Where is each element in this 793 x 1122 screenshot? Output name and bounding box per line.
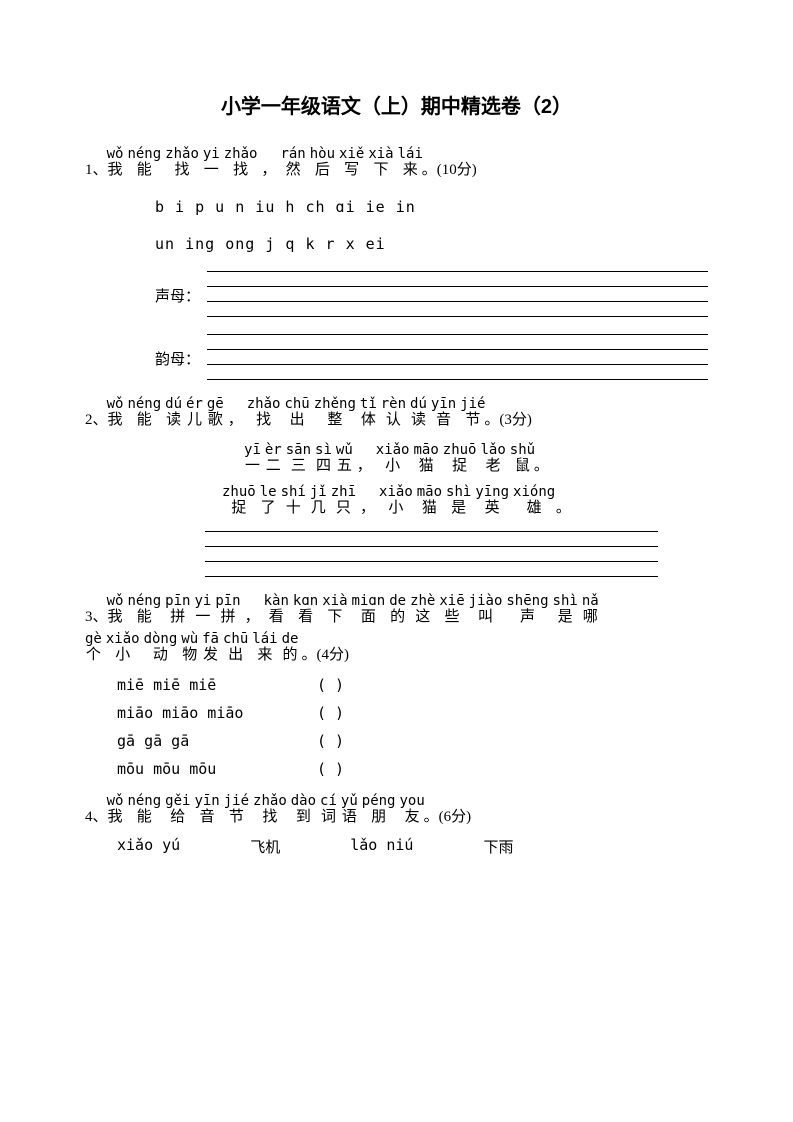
sound-item: gā gā gā( )	[117, 732, 708, 750]
sound-answer[interactable]: ( )	[317, 760, 344, 778]
q3-sounds-list: miē miē miē( ) miāo miāo miāo( ) gā gā gā(…	[85, 676, 708, 778]
label-yunmu: 韵母：	[155, 334, 207, 369]
q1-prompt: 1、我wǒ能néng找zhǎo一yi找zhǎo， 然rán后hòu写xiě下xi…	[85, 147, 477, 179]
sound-item: miē miē miē( )	[117, 676, 708, 694]
sound-answer[interactable]: ( )	[317, 732, 344, 750]
q2-poem-line2: 捉zhuō了le十shí几jǐ只zhī， 小xiǎo猫māo是shì英yīng雄…	[85, 485, 708, 517]
q2-prompt: 2、我wǒ能néng读dú儿ér歌gē， 找zhǎo出chū整zhěng体tǐ认…	[85, 397, 708, 429]
q3-prompt-line2: 个gè小xiǎo动dòng物wù发fā出chū来lái的de。(4分)	[85, 632, 708, 664]
q1-yunmu-block: 韵母：	[155, 334, 708, 379]
q1-options-row2: un ing ong j q k r x ei	[155, 234, 708, 255]
q2-answer-block	[205, 531, 658, 576]
q2-lines[interactable]	[205, 531, 658, 576]
match-item: 下雨	[483, 836, 513, 857]
sound-answer[interactable]: ( )	[317, 704, 344, 722]
q4-items: xiǎo yú 飞机 lǎo niú 下雨	[117, 836, 708, 857]
question-1: 1、我wǒ能néng找zhǎo一yi找zhǎo， 然rán后hòu写xiě下xi…	[85, 147, 708, 379]
sound-item: miāo miāo miāo( )	[117, 704, 708, 722]
question-3: 3、我wǒ能néng拼pīn一yi拼pīn， 看kàn看kɑn下xià面miɑn…	[85, 594, 708, 778]
q2-poem-line1: 一yī二èr三sān四sì五wǔ， 小xiǎo猫māo捉zhuō老lǎo鼠shǔ…	[85, 443, 708, 475]
question-4: 4、我wǒ能néng给gěi音yīn节jié找zhǎo到dào词cí语yǔ朋pé…	[85, 794, 708, 857]
question-2: 2、我wǒ能néng读dú儿ér歌gē， 找zhǎo出chū整zhěng体tǐ认…	[85, 397, 708, 576]
shengmu-lines[interactable]	[207, 271, 708, 316]
q4-prompt: 4、我wǒ能néng给gěi音yīn节jié找zhǎo到dào词cí语yǔ朋pé…	[85, 794, 708, 826]
page-title: 小学一年级语文（上）期中精选卷（2）	[85, 90, 708, 119]
yunmu-lines[interactable]	[207, 334, 708, 379]
sound-item: mōu mōu mōu( )	[117, 760, 708, 778]
match-item: lǎo niú	[350, 836, 413, 857]
sound-answer[interactable]: ( )	[317, 676, 344, 694]
match-item: 飞机	[250, 836, 280, 857]
match-item: xiǎo yú	[117, 836, 180, 857]
q1-shengmu-block: 声母：	[155, 271, 708, 316]
q3-prompt-line1: 3、我wǒ能néng拼pīn一yi拼pīn， 看kàn看kɑn下xià面miɑn…	[85, 594, 708, 626]
q1-options-row1: b i p u n iu h ch ɑi ie in	[155, 197, 708, 218]
label-shengmu: 声母：	[155, 271, 207, 306]
